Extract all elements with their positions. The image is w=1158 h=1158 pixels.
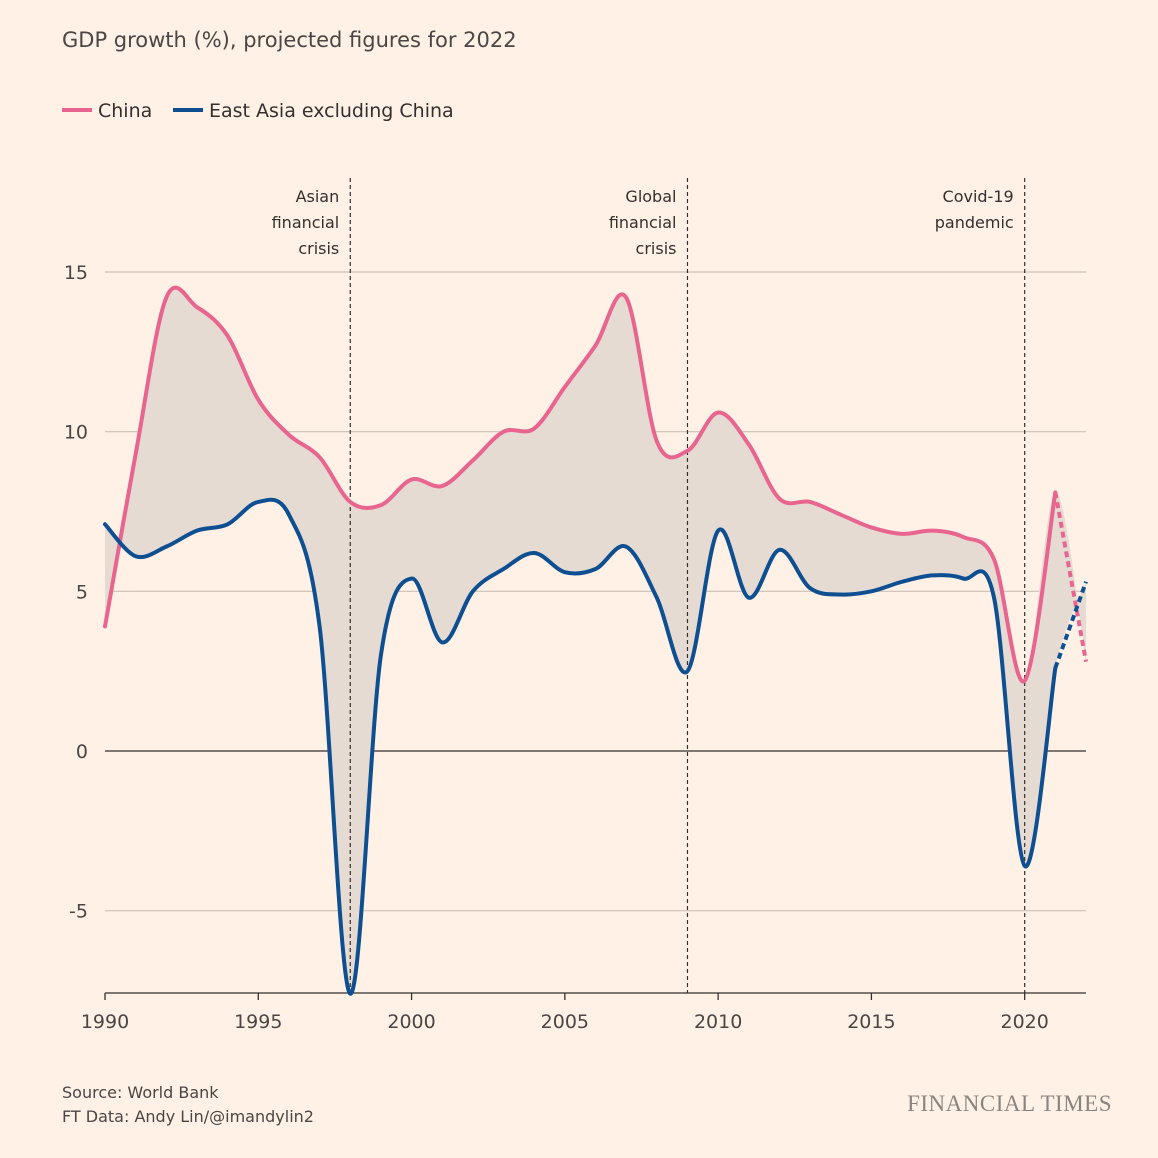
legend: China East Asia excluding China	[62, 100, 454, 122]
source-line-2: FT Data: Andy Lin/@imandylin2	[62, 1107, 314, 1126]
y-tick-label: 15	[64, 262, 88, 284]
chart-title: GDP growth (%), projected figures for 20…	[62, 28, 517, 52]
event-label-1998: crisis	[298, 239, 339, 258]
event-label-1998: Asian	[296, 187, 340, 206]
series-line-east-asia	[103, 497, 1058, 996]
event-label-2020: pandemic	[935, 213, 1014, 232]
x-tick-label: 2015	[847, 1011, 895, 1033]
legend-label-east-asia: East Asia excluding China	[209, 100, 454, 122]
y-tick-label: 10	[64, 422, 88, 444]
plot-area: -5 0 5 10 15 1990 1995 2000 2005 2010 2015 2020 Asia…	[64, 178, 1088, 1033]
y-tick-label: 5	[76, 581, 88, 603]
x-tick-label: 2000	[387, 1011, 435, 1033]
gap-fill-area	[105, 287, 1086, 994]
series-projection-china	[1053, 491, 1088, 662]
event-label-2009: financial	[609, 213, 677, 232]
event-label-2020: Covid-19	[943, 187, 1014, 206]
event-label-2009: crisis	[636, 239, 677, 258]
series-line-china	[103, 285, 1058, 684]
x-tick-label: 2005	[541, 1011, 589, 1033]
x-tick-label: 1990	[81, 1011, 129, 1033]
source-line-1: Source: World Bank	[62, 1083, 219, 1102]
event-label-1998: financial	[272, 213, 340, 232]
x-tick-label: 2020	[1001, 1011, 1049, 1033]
y-tick-label: -5	[69, 901, 88, 923]
x-tick-label: 2010	[694, 1011, 742, 1033]
y-tick-label: 0	[76, 741, 88, 763]
series-projection-east-asia	[1053, 581, 1088, 669]
x-tick-label: 1995	[234, 1011, 282, 1033]
legend-label-china: China	[98, 100, 152, 122]
event-label-2009: Global	[625, 187, 676, 206]
ft-logo: FINANCIAL TIMES	[907, 1091, 1112, 1116]
